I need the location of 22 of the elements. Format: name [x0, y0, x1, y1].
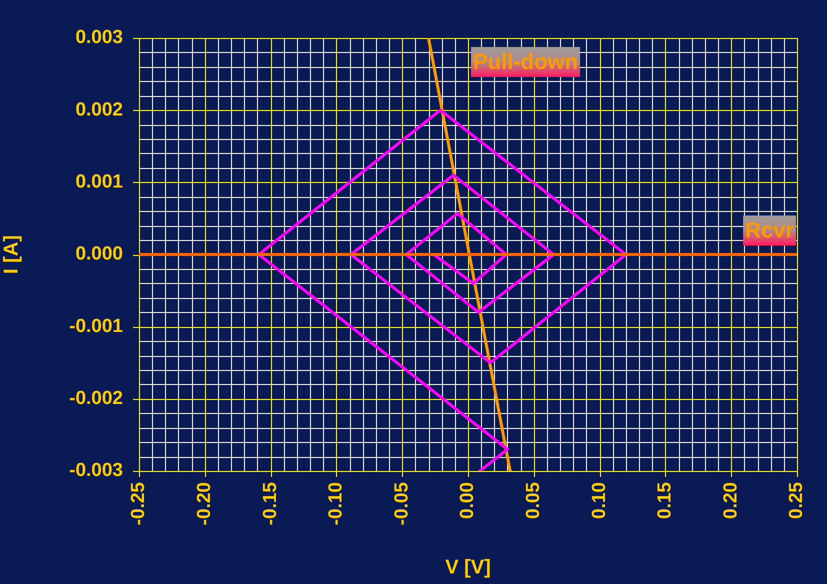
y-tick-label: -0.003	[69, 460, 123, 482]
x-tick-label: 0.20	[720, 482, 742, 519]
x-tick-label: 0.10	[588, 482, 610, 519]
series-label: Rcvr	[745, 218, 794, 243]
y-tick-label: -0.002	[69, 388, 123, 410]
x-tick-label: 0.05	[523, 482, 544, 519]
y-tick-label: 0.000	[75, 244, 123, 265]
y-tick-label: 0.002	[75, 99, 123, 120]
x-axis-title: V [V]	[445, 556, 491, 579]
x-tick-label: 0.25	[786, 482, 808, 519]
y-tick-label: -0.001	[69, 316, 124, 337]
y-tick-label: 0.003	[75, 27, 123, 48]
x-tick-label: 0.15	[654, 482, 676, 519]
series-label: Pull-down	[472, 49, 578, 74]
y-tick-label: 0.001	[75, 172, 124, 193]
x-tick-label: 0.00	[457, 482, 478, 519]
x-tick-label: -0.05	[391, 482, 412, 526]
x-tick-label: -0.15	[260, 482, 281, 526]
x-tick-label: -0.25	[128, 482, 150, 526]
x-tick-label: -0.20	[194, 482, 216, 526]
y-axis-title: I [A]	[0, 235, 23, 274]
x-tick-label: -0.10	[326, 482, 347, 526]
